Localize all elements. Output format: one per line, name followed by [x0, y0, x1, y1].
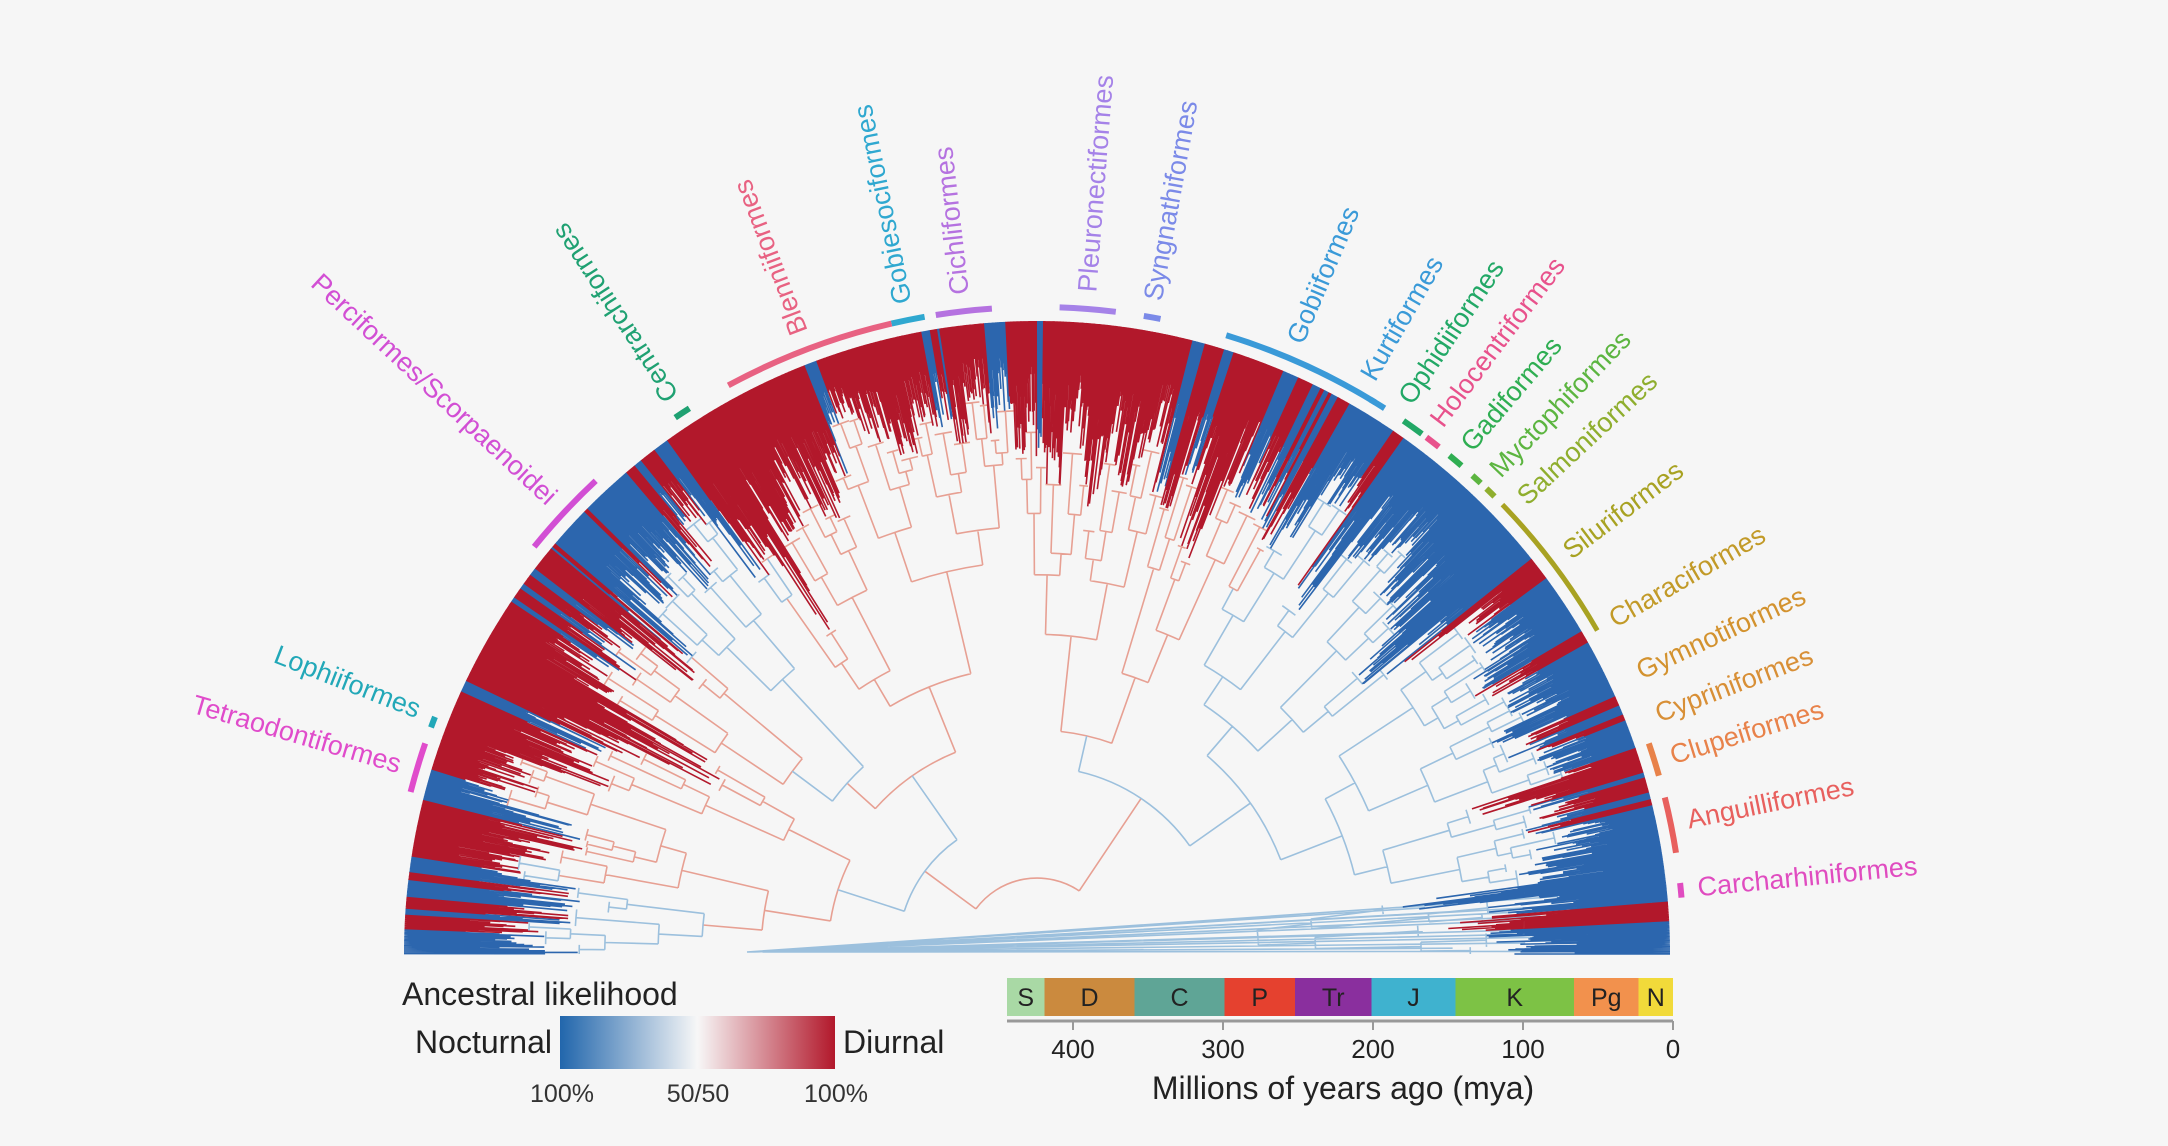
- legend-tick-mid: 50/50: [667, 1080, 730, 1108]
- internal-branches-diurnal: [506, 401, 1267, 931]
- clade-bar: [1424, 434, 1441, 450]
- clade-label: Centrarchiformes: [546, 218, 684, 408]
- clade-label: Syngnathiformes: [1138, 98, 1203, 303]
- period-K: [1455, 978, 1574, 1016]
- period-label: P: [1251, 984, 1268, 1012]
- clade-bar: [1661, 796, 1679, 854]
- tick-label: 200: [1351, 1034, 1394, 1064]
- tick-label: 400: [1051, 1034, 1094, 1064]
- period-label: C: [1170, 984, 1188, 1012]
- clade-label: Carcharhiniformes: [1696, 851, 1918, 902]
- clade-bar: [1225, 332, 1377, 405]
- clade-bar: [726, 320, 893, 389]
- clade-bar: [1059, 304, 1117, 315]
- legend-tick-diurnal: 100%: [804, 1080, 868, 1108]
- internal-branches-nocturnal: [517, 497, 1606, 955]
- tip-branches-diurnal: [404, 320, 1670, 934]
- clade-label: Cichliformes: [928, 145, 975, 296]
- period-C: [1134, 978, 1225, 1016]
- tick-label: 300: [1201, 1034, 1244, 1064]
- period-label: Pg: [1591, 984, 1622, 1012]
- legend-diurnal-label: Diurnal: [843, 1024, 944, 1060]
- period-label: S: [1017, 984, 1034, 1012]
- timescale-axis-label: Millions of years ago (mya): [1152, 1070, 1534, 1106]
- phylogenetic-tree: [403, 320, 1671, 955]
- clade-bar: [1143, 312, 1162, 322]
- tick-label: 100: [1501, 1034, 1544, 1064]
- clade-bar: [1447, 453, 1464, 468]
- clade-label: Gobiiformes: [1281, 202, 1365, 348]
- period-D: [1044, 978, 1135, 1016]
- likelihood-legend: Ancestral likelihood Nocturnal Diurnal 1…: [402, 976, 944, 1108]
- clade-bar: [1500, 502, 1600, 632]
- legend-tick-nocturnal: 100%: [530, 1080, 594, 1108]
- tick-label: 0: [1666, 1034, 1680, 1064]
- period-label: J: [1407, 984, 1420, 1012]
- clade-label: Blenniiformes: [727, 176, 813, 340]
- period-N: [1638, 978, 1673, 1016]
- clade-label: Anguilliformes: [1684, 771, 1856, 834]
- legend-title: Ancestral likelihood: [402, 976, 678, 1012]
- period-J: [1371, 978, 1456, 1016]
- clade-label: Lophiiformes: [270, 640, 425, 724]
- clade-bar: [531, 478, 598, 549]
- clade-bar: [428, 715, 438, 729]
- clade-bar: [1484, 486, 1497, 499]
- period-S: [1007, 978, 1045, 1016]
- geologic-timescale: Millions of years ago (mya) S D C P Tr J K Pg N 4…: [1007, 978, 1680, 1106]
- period-Tr: [1295, 978, 1372, 1016]
- clade-bar: [407, 742, 429, 793]
- clade-label: Siluriformes: [1557, 455, 1689, 565]
- clade-bar: [890, 313, 926, 327]
- clade-bar: [935, 305, 993, 318]
- likelihood-gradient-bar: [560, 1016, 835, 1069]
- legend-nocturnal-label: Nocturnal: [415, 1024, 552, 1060]
- clade-label: Gobiesociformes: [848, 102, 918, 307]
- clade-bar: [1677, 882, 1685, 898]
- clade-bar: [1470, 473, 1483, 486]
- period-label: D: [1080, 984, 1098, 1012]
- period-P: [1224, 978, 1295, 1016]
- period-label: N: [1647, 984, 1665, 1012]
- period-label: K: [1506, 984, 1523, 1012]
- clade-bar: [673, 405, 692, 421]
- period-Pg: [1574, 978, 1639, 1016]
- period-label: Tr: [1322, 984, 1345, 1012]
- clade-bar: [1401, 418, 1424, 437]
- clade-label: Pleuronectiformes: [1072, 74, 1119, 293]
- tip-branches-nocturnal: [403, 320, 1671, 955]
- clade-label: Perciformes/Scorpaenoidei: [305, 268, 563, 511]
- clade-bar: [1645, 742, 1662, 777]
